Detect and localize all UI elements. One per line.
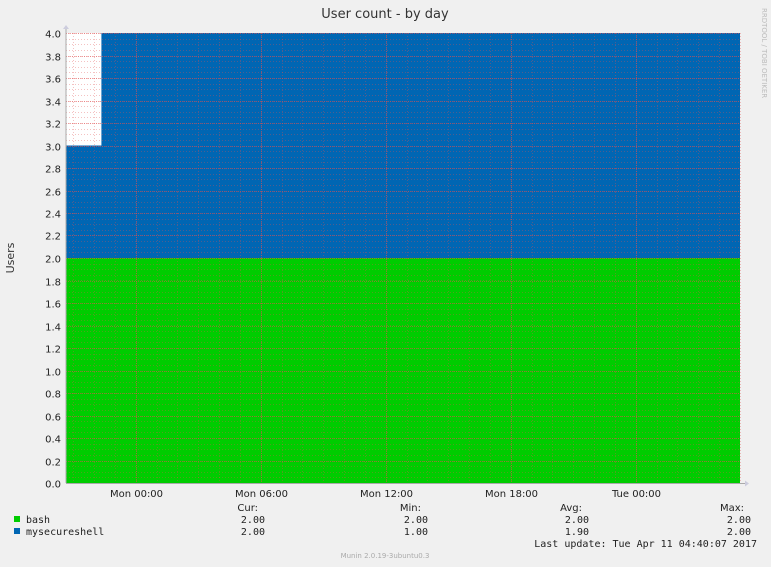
last-update: Last update: Tue Apr 11 04:40:07 2017 xyxy=(534,539,757,550)
grid xyxy=(66,33,741,484)
legend-value: 2.00 xyxy=(241,527,265,538)
x-tick-label: Mon 00:00 xyxy=(110,489,163,500)
y-tick-label: 0.0 xyxy=(45,480,61,491)
legend-value: 2.00 xyxy=(565,515,589,526)
y-tick-label: 0.4 xyxy=(45,435,61,446)
area-bash xyxy=(66,258,740,483)
legend-header: Max: xyxy=(720,503,744,514)
legend-value: 1.00 xyxy=(404,527,428,538)
footer-version: Munin 2.0.19-3ubuntu0.3 xyxy=(341,552,430,560)
y-tick-label: 3.6 xyxy=(45,75,61,86)
y-tick-label: 0.8 xyxy=(45,390,61,401)
y-tick-label: 3.8 xyxy=(45,53,61,64)
y-tick-label: 2.4 xyxy=(45,210,61,221)
y-tick-label: 1.2 xyxy=(45,345,61,356)
legend-header: Cur: xyxy=(237,503,258,514)
legend-value: 1.90 xyxy=(565,527,589,538)
y-axis-label: Users xyxy=(4,242,17,273)
legend: Cur: Min: Avg: Max:bash 2.00 2.00 2.00 2.00myse… xyxy=(14,503,751,538)
legend-series-name: bash xyxy=(26,515,50,526)
y-tick-label: 1.6 xyxy=(45,300,61,311)
legend-value: 2.00 xyxy=(241,515,265,526)
legend-value: 2.00 xyxy=(727,527,751,538)
y-tick-label: 0.6 xyxy=(45,413,61,424)
x-tick-label: Mon 12:00 xyxy=(360,489,413,500)
legend-series-name: mysecureshell xyxy=(26,527,104,538)
x-tick-label: Mon 18:00 xyxy=(485,489,538,500)
y-tick-label: 2.6 xyxy=(45,188,61,199)
legend-swatch xyxy=(14,528,20,534)
x-tick-label: Tue 00:00 xyxy=(611,489,661,500)
x-axis-arrow xyxy=(745,480,749,487)
y-tick-label: 3.4 xyxy=(45,98,61,109)
y-tick-label: 4.0 xyxy=(45,30,61,41)
y-tick-label: 1.4 xyxy=(45,323,61,334)
y-tick-label: 3.0 xyxy=(45,143,61,154)
area-mysecureshell xyxy=(66,33,740,258)
chart-title: User count - by day xyxy=(321,7,449,22)
y-tick-label: 1.8 xyxy=(45,278,61,289)
y-tick-label: 2.2 xyxy=(45,232,61,243)
y-tick-label: 2.0 xyxy=(45,255,61,266)
y-tick-label: 3.2 xyxy=(45,120,61,131)
y-tick-label: 2.8 xyxy=(45,165,61,176)
watermark: RRDTOOL / TOBI OETIKER xyxy=(760,8,768,98)
y-tick-label: 0.2 xyxy=(45,458,61,469)
x-tick-label: Mon 06:00 xyxy=(235,489,288,500)
legend-value: 2.00 xyxy=(404,515,428,526)
legend-header: Avg: xyxy=(560,503,582,514)
legend-header: Min: xyxy=(400,503,421,514)
legend-value: 2.00 xyxy=(727,515,751,526)
plot-area: 0.0 0.2 0.4 0.6 0.8 1.0 1.2 1.4 1.6 1.8 2.0 2.2 2.4 2… xyxy=(45,25,749,500)
y-axis-arrow xyxy=(63,25,69,29)
y-tick-label: 1.0 xyxy=(45,368,61,379)
legend-swatch xyxy=(14,516,20,522)
